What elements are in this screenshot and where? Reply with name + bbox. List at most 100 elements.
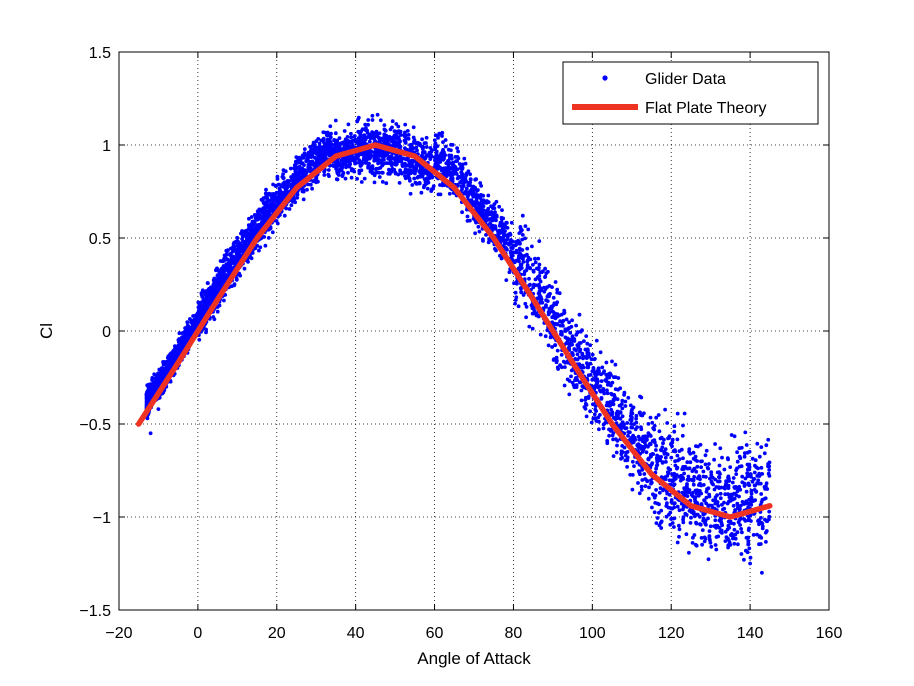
- glider-data-point: [639, 413, 643, 417]
- glider-data-point: [375, 112, 380, 117]
- glider-data-point: [365, 153, 370, 157]
- glider-data-point: [706, 557, 711, 562]
- glider-data-point: [247, 216, 251, 221]
- glider-data-point: [493, 247, 497, 251]
- glider-data-point: [632, 435, 637, 440]
- glider-data-point: [412, 165, 416, 170]
- glider-data-point: [690, 469, 695, 473]
- glider-data-point: [588, 373, 593, 377]
- glider-data-point: [523, 236, 527, 241]
- glider-data-point: [583, 398, 588, 402]
- glider-data-point: [767, 514, 772, 519]
- glider-data-point: [636, 481, 640, 485]
- glider-data-point: [726, 538, 731, 542]
- glider-data-point: [302, 147, 307, 152]
- glider-data-point: [546, 269, 550, 274]
- glider-data-point: [735, 450, 739, 455]
- glider-data-point: [740, 530, 744, 535]
- glider-data-point: [170, 356, 175, 361]
- glider-data-point: [717, 526, 722, 530]
- glider-data-point: [374, 170, 379, 175]
- glider-data-point: [593, 357, 597, 361]
- glider-data-point: [511, 239, 515, 244]
- glider-data-point: [699, 491, 704, 496]
- glider-data-point: [446, 147, 451, 152]
- glider-data-point: [454, 172, 459, 176]
- glider-data-point: [433, 133, 438, 138]
- glider-data-point: [711, 498, 715, 503]
- glider-data-point: [406, 133, 411, 137]
- glider-data-point: [476, 224, 481, 229]
- glider-data-point: [754, 465, 759, 469]
- glider-data-point: [654, 488, 658, 492]
- glider-data-point: [650, 439, 655, 443]
- glider-data-point: [408, 159, 413, 164]
- glider-data-point: [730, 532, 734, 536]
- glider-data-point: [443, 138, 448, 142]
- glider-data-point: [675, 437, 680, 442]
- glider-data-point: [611, 437, 615, 442]
- glider-data-point: [737, 446, 742, 451]
- glider-data-point: [589, 357, 594, 362]
- glider-data-point: [672, 429, 677, 434]
- glider-data-point: [759, 500, 764, 504]
- glider-data-point: [454, 159, 458, 164]
- glider-data-point: [392, 156, 397, 161]
- glider-data-point: [431, 186, 435, 191]
- glider-data-point: [456, 156, 461, 161]
- glider-data-point: [702, 535, 707, 540]
- glider-data-point: [623, 399, 628, 404]
- glider-data-point: [682, 471, 686, 476]
- glider-data-point: [318, 150, 323, 154]
- glider-data-point: [565, 377, 570, 382]
- glider-data-point: [749, 491, 754, 496]
- glider-data-point: [468, 177, 473, 182]
- glider-data-point: [693, 495, 698, 500]
- glider-data-point: [404, 174, 409, 179]
- glider-data-point: [671, 516, 675, 521]
- glider-data-point: [460, 210, 464, 215]
- glider-data-point: [346, 156, 351, 161]
- glider-data-point: [682, 492, 686, 497]
- glider-data-point: [372, 180, 377, 185]
- glider-data-point: [748, 555, 753, 560]
- glider-data-point: [417, 169, 422, 174]
- glider-data-point: [376, 160, 381, 164]
- glider-data-point: [642, 472, 647, 476]
- glider-data-point: [713, 477, 718, 482]
- glider-data-point: [539, 297, 544, 302]
- glider-data-point: [736, 504, 740, 508]
- glider-data-point: [699, 536, 704, 540]
- glider-data-point: [275, 174, 280, 179]
- glider-data-point: [659, 435, 664, 440]
- glider-data-point: [217, 270, 222, 275]
- glider-data-point: [569, 374, 573, 379]
- glider-data-point: [643, 443, 648, 448]
- glider-data-point: [757, 454, 762, 459]
- glider-data-point: [553, 343, 558, 347]
- glider-data-point: [455, 176, 460, 181]
- glider-data-point: [438, 183, 442, 187]
- glider-data-point: [713, 543, 718, 547]
- glider-data-point: [616, 376, 621, 380]
- glider-data-point: [516, 266, 521, 271]
- glider-data-point: [707, 462, 711, 466]
- glider-data-point: [663, 455, 668, 460]
- glider-data-point: [401, 156, 405, 161]
- glider-data-point: [665, 452, 670, 457]
- glider-data-point: [411, 146, 416, 151]
- glider-data-point: [751, 533, 756, 537]
- glider-data-point: [338, 147, 343, 152]
- glider-data-point: [744, 443, 749, 447]
- glider-data-point: [719, 516, 724, 521]
- glider-data-point: [755, 441, 760, 446]
- glider-data-point: [755, 532, 759, 537]
- glider-data-point: [510, 253, 515, 258]
- glider-data-point: [204, 327, 209, 332]
- glider-data-point: [335, 169, 339, 174]
- glider-data-point: [342, 129, 347, 133]
- glider-data-point: [735, 530, 740, 535]
- glider-data-point: [415, 164, 420, 168]
- glider-data-point: [322, 169, 327, 174]
- glider-data-point: [759, 465, 764, 470]
